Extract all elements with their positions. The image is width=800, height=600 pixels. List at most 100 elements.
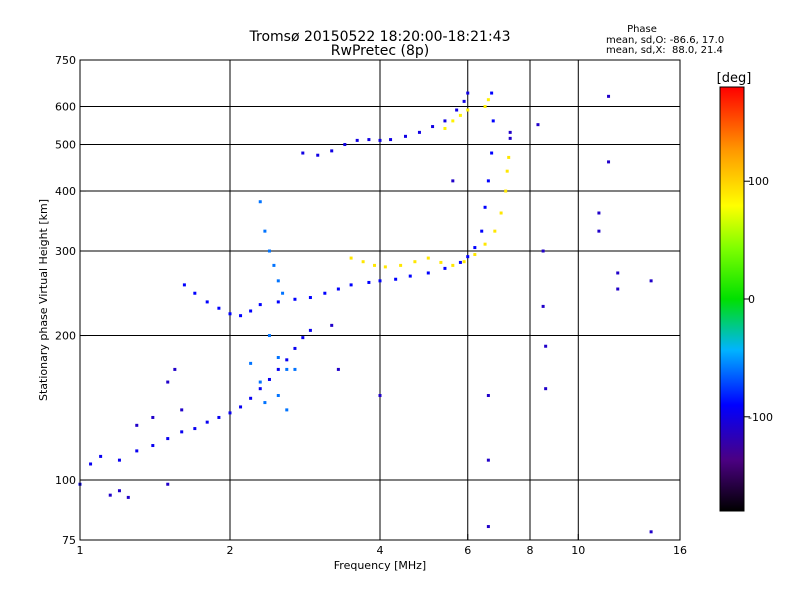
data-point — [490, 91, 494, 95]
data-point — [330, 323, 334, 327]
y-tick-label: 100 — [55, 474, 76, 487]
data-point — [483, 105, 487, 109]
data-points — [78, 91, 653, 534]
data-point — [544, 387, 548, 391]
data-point — [408, 274, 412, 278]
data-point — [541, 249, 545, 253]
axis-ticks: 1 2 4 6 8 10 16 75 100 200 300 400 500 600 750 — [55, 54, 687, 557]
data-point — [483, 242, 487, 246]
y-axis-label: Stationary phase Virtual Height [km] — [37, 199, 50, 401]
data-point — [228, 411, 232, 415]
data-point — [249, 361, 253, 365]
data-point — [394, 277, 398, 281]
data-point — [373, 263, 377, 267]
phase-stats-x: mean, sd,X: 88.0, 21.4 — [606, 45, 723, 56]
data-point — [486, 458, 490, 462]
data-point — [173, 367, 177, 371]
data-point — [426, 256, 430, 260]
data-point — [505, 169, 509, 173]
data-point — [205, 300, 209, 304]
phase-stats-o: mean, sd,O: -86.6, 17.0 — [606, 35, 724, 46]
data-point — [443, 119, 447, 123]
x-tick-label: 6 — [464, 544, 471, 557]
data-point — [276, 300, 280, 304]
data-point — [504, 189, 508, 193]
colorbar-tick-label: 100 — [748, 175, 769, 188]
data-point — [258, 387, 262, 391]
chart-title: Tromsø 20150522 18:20:00-18:21:43 — [249, 29, 511, 45]
data-point — [483, 205, 487, 209]
data-point — [607, 94, 611, 98]
data-point — [378, 279, 382, 283]
data-point — [249, 309, 253, 313]
data-point — [597, 229, 601, 233]
data-point — [491, 119, 495, 123]
data-point — [361, 260, 365, 264]
data-point — [276, 355, 280, 359]
data-point — [649, 279, 653, 283]
data-point — [126, 495, 130, 499]
colorbar-label: [deg] — [717, 71, 752, 86]
data-point — [258, 303, 262, 307]
data-point — [399, 263, 403, 267]
data-point — [151, 415, 155, 419]
data-point — [301, 151, 305, 155]
data-point — [205, 420, 209, 424]
chart-subtitle: RwPretec (8p) — [331, 43, 429, 59]
data-point — [293, 297, 297, 301]
data-point — [217, 306, 221, 310]
y-tick-label: 500 — [55, 139, 76, 152]
data-point — [403, 134, 407, 138]
data-point — [135, 449, 139, 453]
data-point — [389, 138, 393, 142]
data-point — [263, 229, 267, 233]
data-point — [439, 260, 443, 264]
data-point — [193, 427, 197, 431]
y-tick-label: 400 — [55, 185, 76, 198]
data-point — [466, 108, 470, 112]
data-point — [343, 143, 347, 147]
data-point — [330, 149, 334, 153]
data-point — [285, 358, 289, 362]
y-tick-label: 750 — [55, 54, 76, 67]
colorbar-ticks: 100 0 -100 — [744, 175, 773, 424]
data-point — [182, 283, 186, 287]
data-point — [616, 271, 620, 275]
y-tick-label: 200 — [55, 330, 76, 343]
data-point — [508, 136, 512, 140]
data-point — [323, 291, 327, 295]
data-point — [180, 408, 184, 412]
data-point — [349, 256, 353, 260]
grid-lines — [80, 60, 680, 540]
data-point — [544, 344, 548, 348]
data-point — [378, 138, 382, 142]
data-point — [462, 260, 466, 264]
data-point — [239, 405, 243, 409]
data-point — [616, 287, 620, 291]
data-point — [272, 263, 276, 267]
data-point — [541, 304, 545, 308]
data-point — [443, 126, 447, 130]
data-point — [486, 525, 490, 529]
data-point — [649, 530, 653, 534]
data-point — [239, 314, 243, 318]
colorbar — [720, 87, 744, 511]
data-point — [413, 260, 417, 264]
data-point — [308, 328, 312, 332]
data-point — [462, 99, 466, 103]
data-point — [180, 430, 184, 434]
data-point — [267, 334, 271, 338]
data-point — [378, 394, 382, 398]
phase-stats-heading: Phase — [627, 24, 657, 35]
x-tick-label: 2 — [227, 544, 234, 557]
data-point — [276, 367, 280, 371]
data-point — [431, 125, 435, 129]
data-point — [193, 291, 197, 295]
data-point — [267, 377, 271, 381]
data-point — [473, 253, 477, 257]
data-point — [507, 155, 511, 159]
data-point — [316, 153, 320, 157]
data-point — [426, 271, 430, 275]
data-point — [151, 444, 155, 448]
data-point — [486, 98, 490, 102]
